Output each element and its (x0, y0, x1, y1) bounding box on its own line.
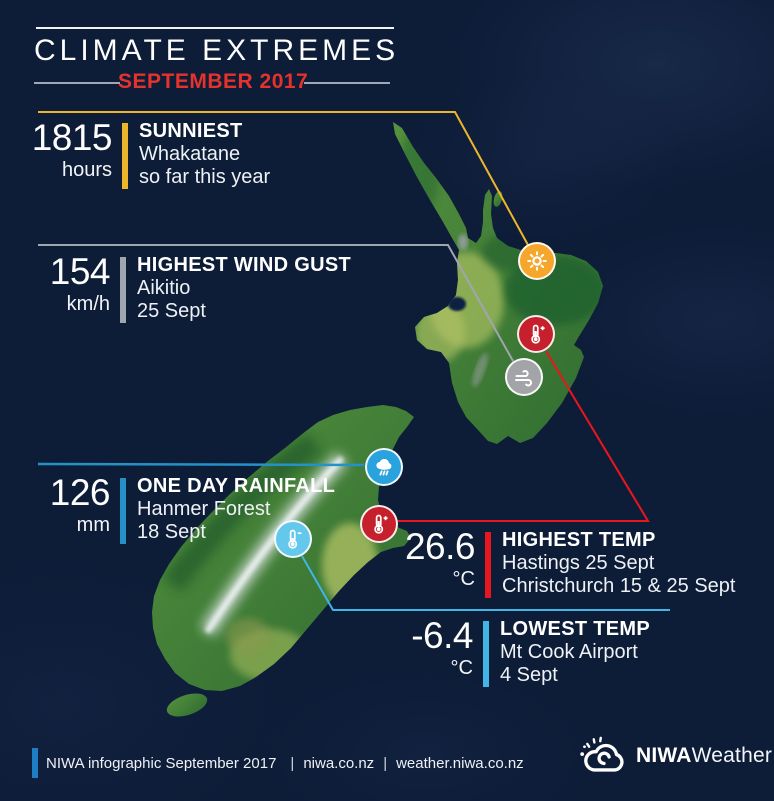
stat-detail: Hanmer Forest (137, 498, 271, 520)
stat-unit: mm (76, 514, 110, 536)
wind-connector-line (38, 244, 514, 362)
rain-cloud-glyph (376, 458, 392, 476)
logo-niwa: NIWA (636, 744, 692, 767)
footer-link-niwa: niwa.co.nz (303, 755, 375, 772)
stat-label: LOWEST TEMP (500, 618, 650, 640)
footer-credit-line: NIWA infographic September 2017 | niwa.co.… (46, 755, 524, 772)
wind-glyph (515, 370, 533, 387)
sunniest-connector-line (38, 111, 529, 246)
cloud-sun-logo-icon (580, 736, 624, 772)
stat-accent-bar (122, 123, 128, 189)
rainfall-connector-line (37, 462, 365, 467)
logo-wordmark: NIWAWeather (636, 744, 772, 768)
sun-icon (518, 242, 556, 280)
niwa-weather-logo: NIWAWeather (578, 733, 772, 779)
stat-label: SUNNIEST (139, 120, 243, 142)
stat-lowest-temp: -6.4 °C LOWEST TEMP Mt Cook Airport 4 Se… (381, 617, 650, 687)
thermometer-cold-icon (274, 520, 312, 558)
subtitle: SEPTEMBER 2017 (118, 70, 309, 93)
thermometer-hot-icon (517, 315, 555, 353)
stat-label: ONE DAY RAINFALL (137, 475, 336, 497)
stat-value: 154 (49, 251, 111, 292)
highest-temp-connector-line (398, 350, 650, 522)
stat-accent-bar (120, 257, 126, 323)
footer-separator: | (290, 755, 295, 772)
subtitle-rule-left (34, 82, 120, 84)
stat-value: -6.4 (411, 615, 473, 656)
stat-accent-bar (483, 621, 489, 687)
page-title: CLIMATE EXTREMES (34, 34, 400, 67)
wind-icon (505, 358, 543, 396)
stat-one-day-rainfall: 126 mm ONE DAY RAINFALL Hanmer Forest 18… (18, 474, 335, 544)
stat-sunniest: 1815 hours SUNNIEST Whakatane so far thi… (20, 119, 270, 189)
footer-separator: | (383, 755, 388, 772)
stat-label: HIGHEST TEMP (502, 529, 656, 551)
stat-unit: °C (452, 568, 475, 590)
stat-accent-bar (485, 532, 491, 598)
stat-accent-bar (120, 478, 126, 544)
stat-detail: Hastings 25 Sept (502, 552, 655, 574)
stat-unit: °C (450, 657, 473, 679)
stat-unit: hours (61, 159, 112, 181)
footer-accent-bar (32, 748, 38, 778)
rain-cloud-icon (365, 448, 403, 486)
stat-detail: Aikitio (137, 277, 191, 299)
stat-detail: 25 Sept (137, 300, 206, 322)
stat-value: 1815 (31, 117, 113, 158)
stat-detail: so far this year (139, 166, 271, 188)
footer-credit: NIWA infographic September 2017 (46, 755, 277, 772)
thermometer-hot-glyph (531, 324, 545, 344)
stat-detail: Whakatane (139, 143, 241, 165)
subtitle-rule-right (304, 82, 390, 84)
thermometer-hot-icon (360, 505, 398, 543)
stat-detail: 4 Sept (500, 664, 558, 686)
stat-detail: Christchurch 15 & 25 Sept (502, 575, 736, 597)
stat-unit: km/h (66, 293, 110, 315)
stat-value: 126 (49, 472, 111, 513)
stat-label: HIGHEST WIND GUST (137, 254, 351, 276)
lowest-temp-connector-line (301, 555, 670, 611)
stat-highest-wind: 154 km/h HIGHEST WIND GUST Aikitio 25 Se… (18, 253, 351, 323)
stat-detail: 18 Sept (137, 521, 206, 543)
thermometer-cold-glyph (288, 529, 302, 549)
title-rule (36, 27, 394, 29)
sun-glyph (527, 251, 547, 271)
logo-weather: Weather (691, 744, 773, 767)
thermometer-hot-glyph (374, 514, 388, 534)
stat-detail: Mt Cook Airport (500, 641, 638, 663)
stat-highest-temp: 26.6 °C HIGHEST TEMP Hastings 25 Sept Ch… (383, 528, 735, 598)
stat-value: 26.6 (404, 526, 476, 567)
footer-link-weather: weather.niwa.co.nz (396, 755, 524, 772)
